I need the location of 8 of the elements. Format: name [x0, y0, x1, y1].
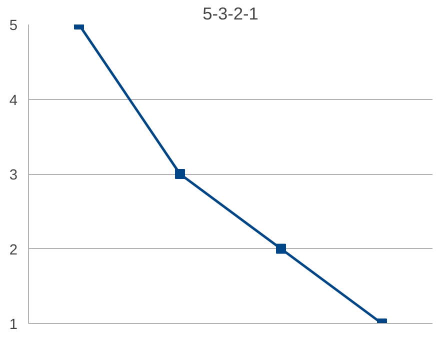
point: [175, 169, 185, 179]
y-tick-label: 3: [9, 168, 18, 184]
chart-title: 5-3-2-1: [202, 4, 258, 24]
point: [276, 244, 286, 254]
y-tick-label: 1: [9, 317, 18, 333]
y-tick-label: 5: [9, 18, 18, 34]
y-tick-label: 4: [9, 92, 18, 109]
y-tick-label: 2: [9, 242, 18, 258]
